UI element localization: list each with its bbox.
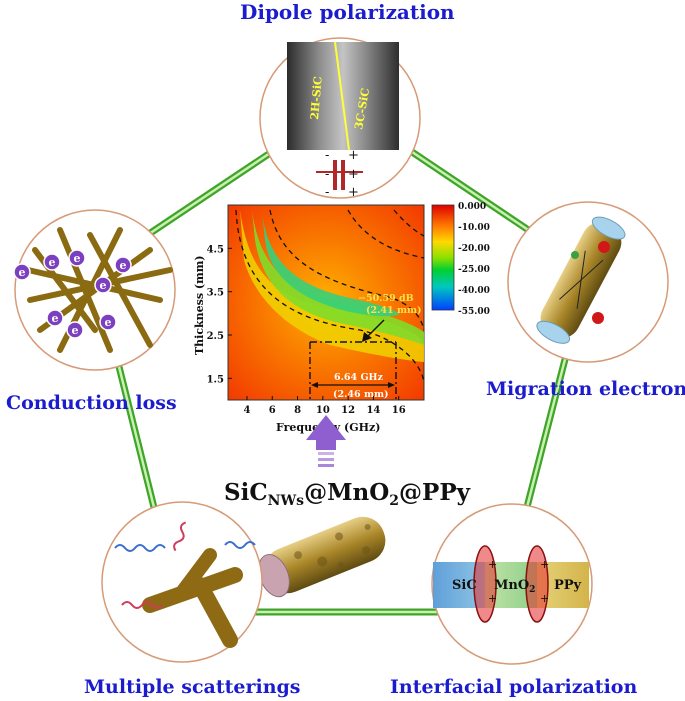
layer-label-mno2: MnO2: [494, 578, 535, 595]
colorbar-tick-label: 0.000: [458, 202, 486, 212]
min-rl-arrowhead: [362, 332, 372, 342]
migration-circle: [507, 201, 669, 363]
plus-sign: +: [348, 167, 359, 182]
charge-plus: +: [488, 558, 497, 571]
material-formula: SiCNWs@MnO2@PPy: [224, 479, 471, 509]
plus-sign: +: [348, 148, 359, 163]
dipole-circle: 2H-SiC 3C-SiC - + - + - +: [259, 37, 421, 200]
contour-line: [347, 209, 425, 259]
formula-mid: @MnO: [304, 479, 389, 506]
electron-icon: e: [13, 263, 31, 281]
min-rl-thickness: (2.41 mm): [366, 305, 422, 316]
absorption-band-core: [262, 212, 400, 317]
green-particle: [571, 251, 579, 259]
x-axis-ticks: 4 6 8 10 12 14 16: [243, 396, 406, 416]
formula-base: SiC: [224, 479, 268, 506]
scattering-circle: [101, 501, 263, 663]
x-tick-label: 16: [392, 405, 406, 416]
colorbar: 0.000 -10.00 -20.00 -25.00 -40.00 -55.00: [431, 202, 490, 317]
layer-label-ppy: PPy: [554, 578, 582, 593]
electron-icon: e: [94, 276, 112, 294]
x-tick-label: 12: [341, 405, 355, 416]
charge-plus: +: [540, 558, 549, 571]
y-tick-label: 2.5: [207, 331, 224, 342]
electron-symbol: e: [49, 256, 56, 269]
label-multiple-scatterings: Multiple scatterings: [84, 676, 301, 698]
conduction-circle: e e e e e e e: [13, 209, 176, 371]
bandwidth-value: 6.64 GHz: [334, 372, 384, 383]
minus-sign: -: [325, 185, 329, 200]
absorption-band-inner: [252, 210, 424, 345]
colorbar-gradient: [431, 204, 455, 311]
formula-sub2: 2: [389, 493, 399, 509]
colorbar-tick-label: -40.00: [458, 286, 490, 296]
label-interfacial-polarization: Interfacial polarization: [390, 676, 638, 698]
electron-symbol: e: [100, 279, 107, 292]
x-tick-label: 8: [294, 405, 301, 416]
colorbar-tick-label: -25.00: [458, 265, 490, 275]
charge-plus: +: [488, 592, 497, 605]
phase-boundary: [334, 41, 350, 151]
electron-symbol: e: [105, 316, 112, 329]
electron-symbol: e: [52, 312, 59, 325]
red-particle: [592, 312, 604, 324]
y-axis-label: Thickness (mm): [193, 255, 206, 355]
interface-charge-region: [525, 545, 549, 623]
dipole-symbol: [316, 160, 363, 190]
electron-symbol: e: [74, 252, 81, 265]
formula-end: @PPy: [399, 479, 471, 506]
electron-symbol: e: [120, 259, 127, 272]
minus-sign: -: [325, 167, 329, 182]
red-particle: [598, 241, 610, 253]
formula-sub: NWs: [268, 493, 305, 509]
min-rl-pointer: [365, 319, 385, 339]
contour-line: [393, 209, 425, 237]
electron-icon: e: [99, 313, 117, 331]
em-waves: [114, 521, 256, 609]
electron-icon: e: [66, 321, 84, 339]
interface-charge-region: [473, 545, 497, 623]
electron-icon: e: [114, 256, 132, 274]
nanowire-rod: [258, 516, 386, 598]
electron-symbol: e: [72, 324, 79, 337]
colorbar-tick-label: -20.00: [458, 244, 490, 254]
interfacial-circle: SiC MnO2 PPy + + + +: [431, 503, 593, 665]
bandwidth-thickness: (2.46 mm): [333, 389, 389, 400]
x-tick-label: 4: [243, 405, 250, 416]
x-tick-label: 6: [269, 405, 276, 416]
colorbar-tick-label: -10.00: [458, 223, 490, 233]
electron-icon: e: [46, 309, 64, 327]
min-rl-value: −50.59 dB: [358, 293, 414, 304]
contour-line: [269, 209, 425, 331]
colorbar-tick-label: -55.00: [458, 307, 490, 317]
x-tick-label: 14: [366, 405, 380, 416]
y-tick-label: 4.5: [207, 244, 224, 255]
y-tick-label: 3.5: [207, 288, 224, 299]
layer-label-sic: SiC: [452, 578, 477, 593]
charge-plus: +: [540, 592, 549, 605]
y-tick-label: 1.5: [207, 374, 224, 385]
colorbar-ticks: 0.000 -10.00 -20.00 -25.00 -40.00 -55.00: [458, 202, 490, 317]
minus-sign: -: [325, 148, 329, 163]
label-migration-electron: Migration electron: [486, 378, 685, 400]
bandwidth-arrowhead-left: [311, 382, 318, 388]
label-conduction-loss: Conduction loss: [6, 392, 177, 414]
phase-2h-label: 2H-SiC: [308, 76, 325, 121]
x-tick-label: 10: [316, 405, 330, 416]
bandwidth-arrowhead-right: [388, 382, 395, 388]
layer-label-mno: MnO: [494, 578, 529, 593]
electron-group: e e e e e e e: [13, 249, 132, 339]
y-axis-ticks: 1.5 2.5 3.5 4.5: [207, 244, 232, 385]
plus-sign: +: [348, 185, 359, 200]
label-dipole-polarization: Dipole polarization: [240, 0, 455, 24]
up-arrow: [306, 415, 346, 467]
branched-nanowires: [142, 548, 243, 648]
electron-icon: e: [68, 249, 86, 267]
electron-symbol: e: [19, 266, 26, 279]
electron-icon: e: [43, 253, 61, 271]
rl-heatmap: −50.59 dB (2.41 mm) 6.64 GHz (2.46 mm) 4…: [193, 204, 425, 434]
layer-label-sub: 2: [529, 585, 535, 595]
